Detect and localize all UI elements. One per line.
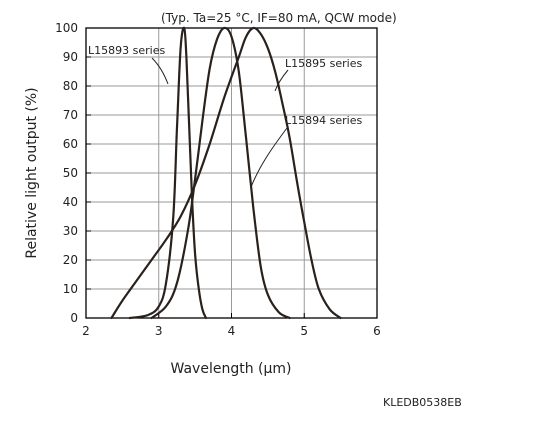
series-line-l15895	[150, 26, 291, 320]
grid	[86, 28, 377, 318]
y-tick-label: 40	[63, 195, 78, 209]
series-label-l15895: L15895 series	[285, 57, 362, 70]
x-tick-label: 6	[373, 324, 381, 338]
y-tick-label: 90	[63, 50, 78, 64]
x-ticks: 2 3 4 5 6	[82, 313, 381, 338]
y-axis-title: Relative light output (%)	[24, 87, 40, 258]
y-tick-label: 100	[55, 21, 78, 35]
leader-l15895	[274, 69, 289, 92]
series-label-l15894: L15894 series	[285, 114, 362, 127]
y-tick-label: 70	[63, 108, 78, 122]
x-tick-label: 4	[228, 324, 236, 338]
y-ticks: 0 10 20 30 40 50 60 70 80 90 100	[55, 21, 91, 325]
x-tick-label: 2	[82, 324, 90, 338]
y-tick-label: 60	[63, 137, 78, 151]
leader-l15893	[151, 57, 169, 85]
chart-title: (Typ. Ta=25 °C, IF=80 mA, QCW mode)	[161, 11, 397, 25]
y-tick-label: 10	[63, 282, 78, 296]
y-tick-label: 80	[63, 79, 78, 93]
leader-l15894	[250, 127, 288, 188]
x-axis-title: Wavelength (μm)	[171, 361, 292, 377]
y-tick-label: 0	[70, 311, 78, 325]
series-line-l15894	[110, 26, 342, 320]
series-line-l15893	[128, 26, 208, 320]
y-tick-label: 50	[63, 166, 78, 180]
y-tick-label: 20	[63, 253, 78, 267]
x-tick-label: 5	[300, 324, 308, 338]
series-label-l15893: L15893 series	[88, 44, 165, 57]
y-tick-label: 30	[63, 224, 78, 238]
x-tick-label: 3	[155, 324, 163, 338]
series-curves	[110, 26, 342, 320]
figure-code: KLEDB0538EB	[383, 396, 462, 409]
